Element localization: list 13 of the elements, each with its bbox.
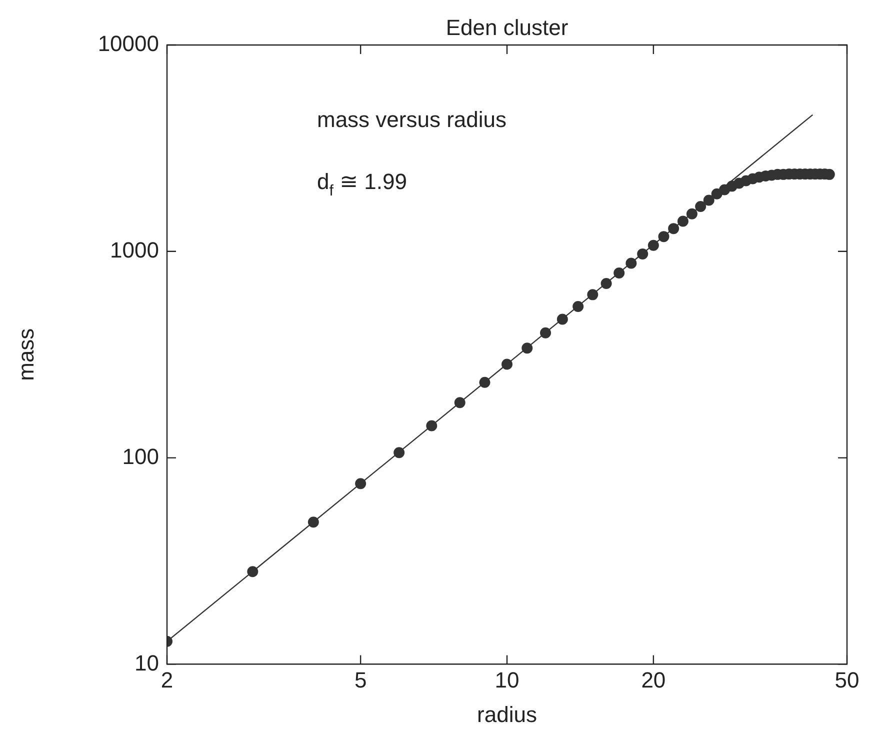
y-tick-label: 10000 bbox=[98, 31, 159, 56]
y-tick-label: 100 bbox=[122, 444, 159, 469]
x-axis-title: radius bbox=[477, 702, 537, 727]
y-axis-title: mass bbox=[13, 328, 38, 381]
x-tick-label: 5 bbox=[354, 667, 367, 692]
x-tick-label: 10 bbox=[494, 667, 520, 692]
y-tick-label: 1000 bbox=[110, 237, 159, 262]
y-tick-label: 10 bbox=[134, 650, 159, 676]
annotation: mass versus radius bbox=[317, 107, 507, 132]
x-tick-label: 2 bbox=[160, 667, 174, 692]
chart-title: Eden cluster bbox=[446, 15, 568, 40]
x-tick-label: 20 bbox=[641, 667, 666, 692]
x-tick-label: 50 bbox=[834, 667, 860, 692]
